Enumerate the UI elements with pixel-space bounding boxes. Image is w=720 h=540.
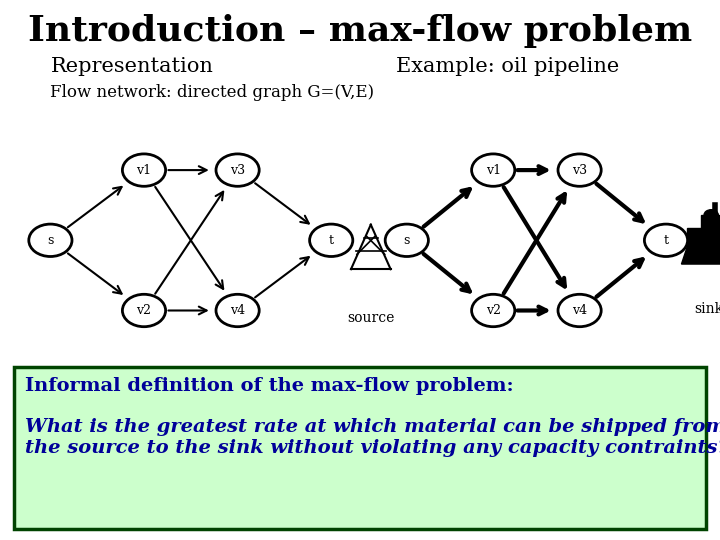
Text: What is the greatest rate at which material can be shipped from
the source to th: What is the greatest rate at which mater… <box>25 418 720 457</box>
Circle shape <box>644 224 688 256</box>
Text: Introduction – max-flow problem: Introduction – max-flow problem <box>28 14 692 48</box>
Circle shape <box>216 294 259 327</box>
Text: t: t <box>329 234 333 247</box>
Circle shape <box>558 294 601 327</box>
Circle shape <box>385 224 428 256</box>
Circle shape <box>216 154 259 186</box>
Text: v1: v1 <box>485 164 501 177</box>
Text: Flow network: directed graph G=(V,E): Flow network: directed graph G=(V,E) <box>50 84 374 100</box>
Polygon shape <box>701 215 720 228</box>
Circle shape <box>310 224 353 256</box>
Text: v3: v3 <box>230 164 246 177</box>
Text: source: source <box>347 310 395 325</box>
Circle shape <box>122 294 166 327</box>
Circle shape <box>472 154 515 186</box>
Text: sink: sink <box>695 302 720 316</box>
Circle shape <box>472 294 515 327</box>
FancyBboxPatch shape <box>14 367 706 529</box>
Text: v4: v4 <box>230 304 246 317</box>
Text: v4: v4 <box>572 304 588 317</box>
Text: t: t <box>664 234 668 247</box>
Text: v2: v2 <box>486 304 500 317</box>
Circle shape <box>29 224 72 256</box>
Polygon shape <box>681 246 720 264</box>
Text: Example: oil pipeline: Example: oil pipeline <box>396 57 619 76</box>
Text: v3: v3 <box>572 164 588 177</box>
Circle shape <box>704 210 719 220</box>
Text: v2: v2 <box>137 304 151 317</box>
Polygon shape <box>688 228 720 246</box>
Text: Representation: Representation <box>50 57 213 76</box>
Text: s: s <box>404 234 410 247</box>
Circle shape <box>558 154 601 186</box>
Circle shape <box>122 154 166 186</box>
Text: s: s <box>48 234 53 247</box>
Text: v1: v1 <box>136 164 152 177</box>
Text: Informal definition of the max-flow problem:: Informal definition of the max-flow prob… <box>25 377 514 395</box>
